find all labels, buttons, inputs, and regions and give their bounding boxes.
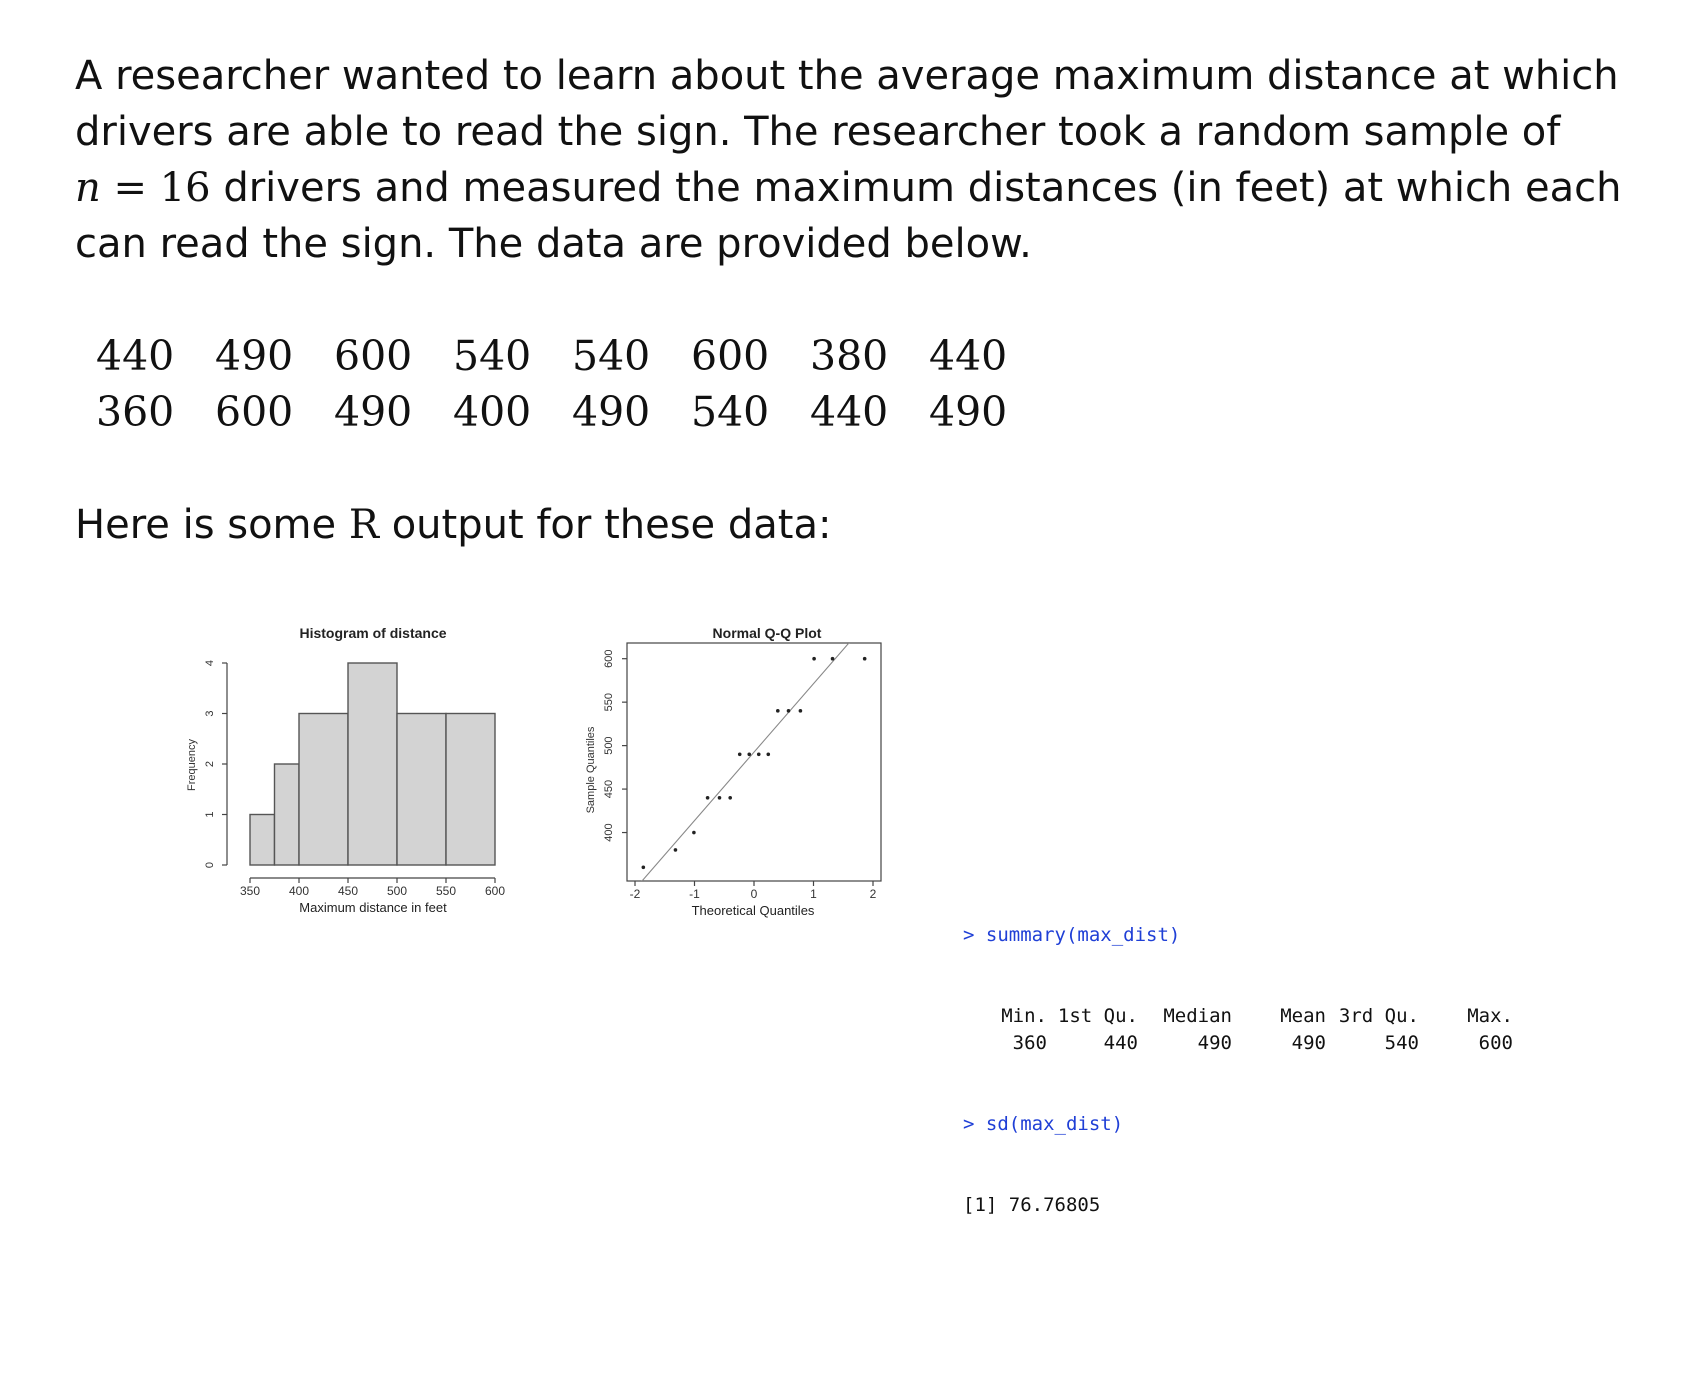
qq-point [830,656,835,661]
y-tick-label: 500 [603,736,615,754]
x-tick-label: -2 [630,887,641,901]
y-tick-label: 600 [603,650,615,668]
histogram-bar [347,662,398,866]
x-tick-label: 2 [870,887,877,901]
summary-header: Max. [1467,1005,1513,1027]
data-cell: 540 [572,332,651,380]
console-command-summary: > summary(max_dist) [963,924,1181,946]
problem-line-1: A researcher wanted to learn about the a… [75,53,1619,99]
y-tick-label: 550 [603,693,615,711]
histogram-bar [445,712,496,866]
y-axis-label: Sample Quantiles [585,726,597,813]
histogram-bar [298,712,349,866]
x-tick-label: 550 [436,884,456,898]
data-cell: 490 [215,332,294,380]
qq-point [717,795,722,800]
qq-point [786,709,791,713]
x-tick-label: 600 [485,884,505,898]
data-cell: 490 [334,388,413,436]
r-console-output: > summary(max_dist) Min. 1st Qu. Median … [963,868,1523,1246]
qq-point [756,752,761,757]
summary-value: 600 [1478,1032,1513,1054]
data-cell: 600 [215,388,294,436]
console-sd-result: [1] 76.76805 [963,1194,1101,1216]
qq-point [747,752,752,757]
summary-header: Median [1163,1005,1232,1027]
summary-header: Mean [1280,1005,1326,1027]
data-cell: 440 [929,332,1008,380]
x-tick-label: 500 [387,884,407,898]
data-row: 360 600 490 400 490 540 440 490 [96,384,1048,440]
histogram-bar [273,763,300,866]
summary-header: 1st Qu. [1057,1005,1138,1027]
y-tick-label: 400 [603,823,615,841]
qq-point [776,709,780,713]
problem-statement: A researcher wanted to learn about the a… [75,48,1635,272]
plot-frame [626,642,882,882]
y-tick-label: 450 [603,780,615,798]
qq-point [673,848,678,852]
qq-reference-line [641,643,850,881]
summary-value: 490 [1291,1032,1326,1054]
x-axis-label: Theoretical Quantiles [692,903,815,918]
data-cell: 400 [453,388,532,436]
chart-title: Histogram of distance [299,625,446,641]
chart-title: Normal Q-Q Plot [713,625,822,641]
qq-point [728,795,732,800]
data-cell: 360 [96,388,175,436]
data-row: 440 490 600 540 540 600 380 440 [96,328,1048,384]
histogram-bar [249,813,276,866]
x-tick-label: 350 [240,884,260,898]
summary-header: Min. [1001,1005,1047,1027]
data-cell: 540 [691,388,770,436]
x-tick-label: 1 [810,887,817,901]
problem-line-3: n = 16 drivers and measured the maximum … [75,160,1635,216]
data-cell: 600 [691,332,770,380]
y-tick-label: 1 [204,811,216,817]
data-cell: 490 [929,388,1008,436]
y-tick-label: 4 [204,660,216,666]
problem-line-3-rest: drivers and measured the maximum distanc… [210,165,1622,211]
qq-point [705,795,710,800]
qq-point [766,752,771,757]
data-cell: 490 [572,388,651,436]
problem-line-2: drivers are able to read the sign. The r… [75,109,1561,155]
summary-header: 3rd Qu. [1338,1005,1419,1027]
histogram-chart: Histogram of distance 0 1 2 3 4 Frequency 350 40… [186,625,505,915]
x-tick-label: 0 [751,887,758,901]
summary-value: 490 [1197,1032,1232,1054]
x-tick-label: -1 [689,887,700,901]
x-tick-label: 400 [289,884,309,898]
data-cell: 380 [810,332,889,380]
n-symbol: n = 16 [75,165,211,211]
qq-point [692,830,696,835]
qq-point [798,709,803,713]
y-tick-label: 2 [204,761,216,767]
summary-table: Min. 1st Qu. Median Mean 3rd Qu. Max. 36… [963,1003,1523,1057]
qq-point [812,656,816,661]
x-tick-label: 450 [338,884,358,898]
data-cell: 540 [453,332,532,380]
r-symbol: R [348,502,379,548]
qq-point [641,865,646,870]
data-cell: 600 [334,332,413,380]
x-axis-label: Maximum distance in feet [299,900,447,915]
problem-line-4: can read the sign. The data are provided… [75,221,1032,267]
summary-value: 540 [1384,1032,1419,1054]
summary-value: 440 [1103,1032,1138,1054]
data-table: 440 490 600 540 540 600 380 440 360 600 … [96,328,1048,440]
y-axis-label: Frequency [186,739,198,791]
qq-point [862,656,867,661]
histogram-bar [396,712,447,866]
r-output-intro: Here is some R output for these data: [75,502,832,548]
y-tick-label: 0 [204,862,216,868]
summary-value: 360 [1012,1032,1047,1054]
qq-plot-chart: Normal Q-Q Plot 400 450 500 550 600 Sample Qua… [585,625,882,918]
data-cell: 440 [810,388,889,436]
console-command-sd: > sd(max_dist) [963,1113,1124,1135]
qq-point [737,752,742,757]
data-cell: 440 [96,332,175,380]
y-tick-label: 3 [204,710,216,716]
